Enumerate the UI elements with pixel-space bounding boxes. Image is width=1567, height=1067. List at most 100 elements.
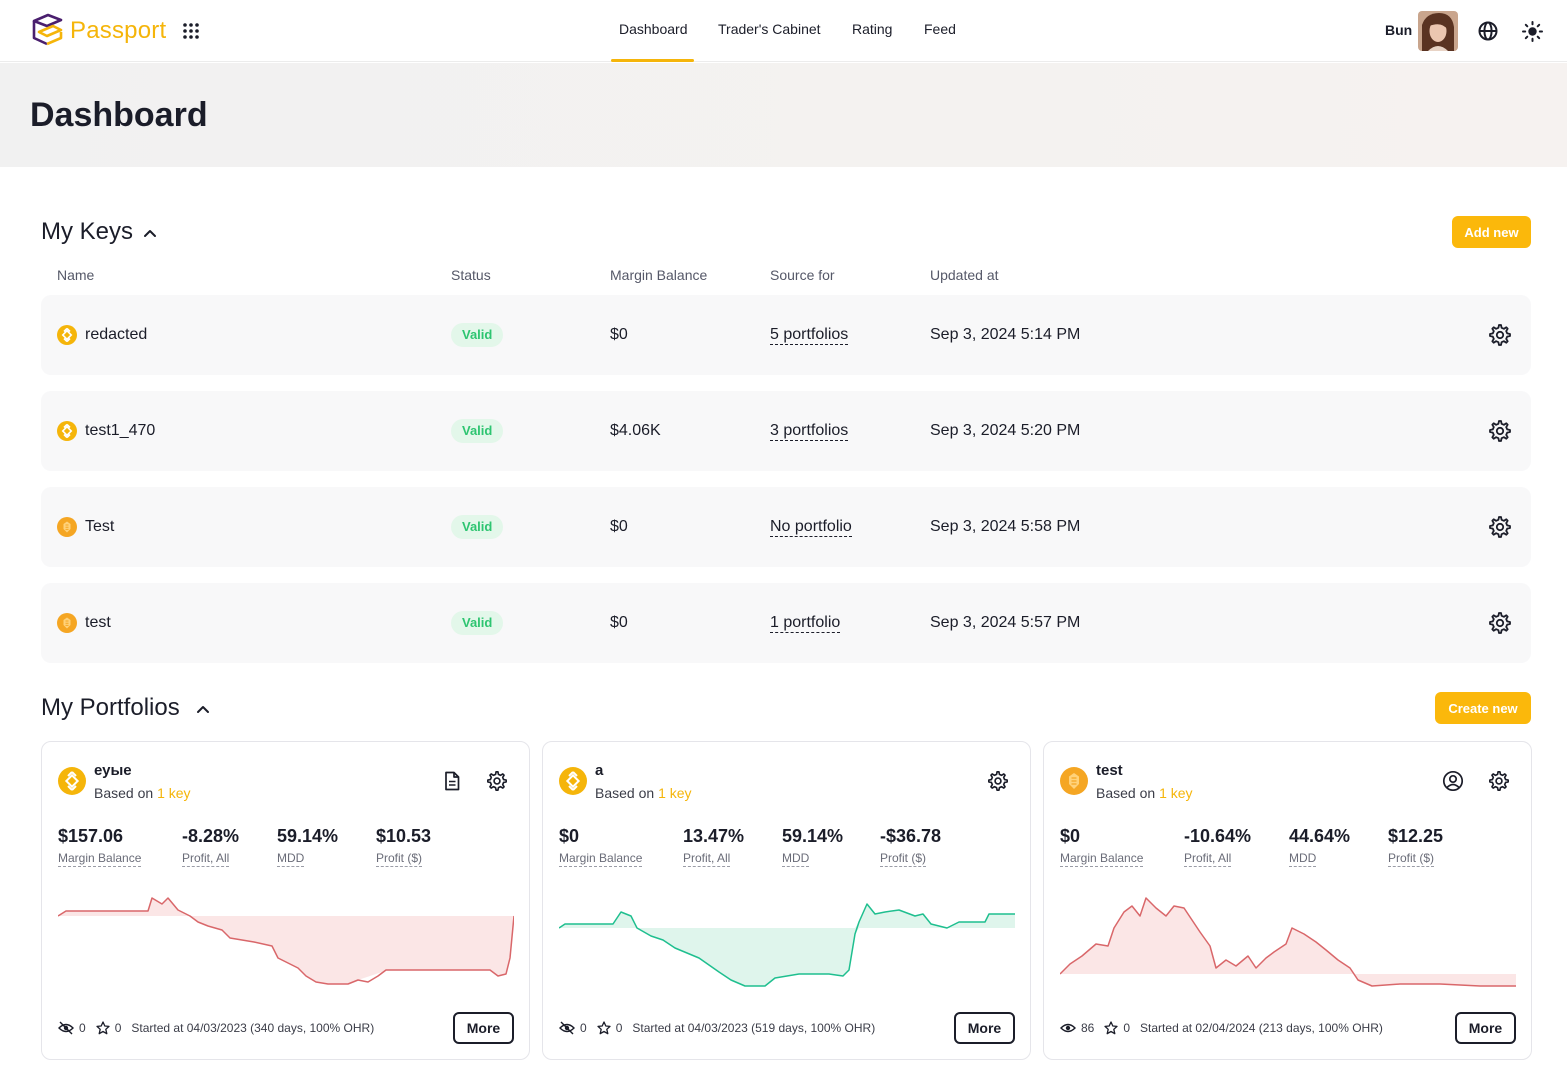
stat-margin-balance: $157.06 [58, 826, 124, 846]
based-on-key-link[interactable]: 1 key [658, 785, 692, 801]
gear-icon[interactable] [486, 770, 508, 792]
table-row[interactable]: Test Valid $0 No portfolio Sep 3, 2024 5… [41, 487, 1531, 567]
key-name: redacted [85, 326, 148, 343]
table-row[interactable]: test1_470 Valid $4.06K 3 portfolios Sep … [41, 391, 1531, 471]
gear-icon[interactable] [987, 770, 1009, 792]
based-on-prefix: Based on [595, 785, 655, 801]
key-name: test1_470 [85, 422, 156, 439]
nav-rating[interactable]: Rating [852, 21, 893, 37]
views-count: 0 [580, 1021, 587, 1035]
eye-off-icon [58, 1021, 74, 1035]
more-button[interactable]: More [453, 1012, 514, 1044]
my-portfolios-title[interactable]: My Portfolios [41, 694, 180, 721]
source-portfolios-link[interactable]: 3 portfolios [770, 422, 849, 441]
user-circle-icon[interactable] [1442, 770, 1464, 792]
portfolio-card[interactable]: test Based on 1 key $0 Margin Balance -1… [1043, 741, 1532, 1060]
portfolio-name: a [595, 762, 604, 779]
apps-grid-icon[interactable] [182, 22, 200, 40]
based-on-prefix: Based on [94, 785, 154, 801]
status-badge: Valid [451, 419, 504, 443]
bybit-icon [1060, 767, 1088, 795]
gear-icon[interactable] [1488, 323, 1512, 347]
key-name: test [85, 614, 111, 631]
source-portfolios-link[interactable]: 5 portfolios [770, 326, 849, 345]
eye-off-icon [559, 1021, 575, 1035]
based-on-key-link[interactable]: 1 key [157, 785, 191, 801]
key-name: Test [85, 518, 115, 535]
active-nav-indicator [611, 59, 694, 62]
updated-at: Sep 3, 2024 5:57 PM [930, 614, 1081, 631]
status-badge: Valid [451, 515, 504, 539]
source-portfolios-link[interactable]: No portfolio [770, 518, 852, 537]
stat-margin-balance: $0 [1060, 826, 1081, 846]
portfolio-card[interactable]: еуые Based on 1 key $157.06 Margin Balan… [41, 741, 530, 1060]
star-icon[interactable] [597, 1021, 611, 1035]
table-row[interactable]: test Valid $0 1 portfolio Sep 3, 2024 5:… [41, 583, 1531, 663]
stat-label: Profit ($) [376, 851, 423, 867]
avatar[interactable] [1418, 11, 1458, 51]
equity-sparkline [1060, 897, 1516, 987]
views-count: 0 [79, 1021, 86, 1035]
portfolio-name: еуые [94, 762, 132, 779]
source-portfolios-link[interactable]: 1 portfolio [770, 614, 841, 633]
stat-label: Margin Balance [1060, 851, 1144, 867]
page-title: Dashboard [30, 96, 208, 134]
stat-profit-usd: $10.53 [376, 826, 432, 846]
nav-feed[interactable]: Feed [924, 21, 956, 37]
more-button[interactable]: More [1455, 1012, 1516, 1044]
passport-logo-icon[interactable] [28, 12, 66, 50]
based-on-text: Based on 1 key [595, 785, 692, 801]
stat-profit-all: -10.64% [1184, 826, 1252, 846]
nav-dashboard[interactable]: Dashboard [619, 21, 688, 37]
more-button[interactable]: More [954, 1012, 1015, 1044]
brand-name[interactable]: Passport [70, 17, 167, 44]
stat-mdd: 59.14% [277, 826, 339, 846]
based-on-key-link[interactable]: 1 key [1159, 785, 1193, 801]
stat-profit-all: -8.28% [182, 826, 240, 846]
sun-icon[interactable] [1522, 21, 1543, 42]
stat-label: Profit, All [1184, 851, 1232, 867]
add-key-button[interactable]: Add new [1452, 216, 1531, 248]
gear-icon[interactable] [1488, 515, 1512, 539]
stat-profit-all: 13.47% [683, 826, 745, 846]
my-keys-title[interactable]: My Keys [41, 218, 134, 245]
card-footer: 0 0 Started at 04/03/2023 (519 days, 100… [559, 1020, 875, 1036]
create-portfolio-button[interactable]: Create new [1435, 692, 1531, 724]
chevron-up-icon[interactable] [143, 226, 157, 240]
based-on-text: Based on 1 key [94, 785, 191, 801]
stars-count: 0 [1123, 1021, 1131, 1035]
stat-label: Margin Balance [559, 851, 643, 867]
margin-balance: $0 [610, 326, 628, 343]
table-row[interactable]: redacted Valid $0 5 portfolios Sep 3, 20… [41, 295, 1531, 375]
gear-icon[interactable] [1488, 770, 1510, 792]
top-navigation-bar: Passport Dashboard Trader's Cabinet Rati… [0, 0, 1567, 62]
globe-icon[interactable] [1478, 21, 1498, 41]
user-name[interactable]: Bun [1385, 22, 1413, 38]
gear-icon[interactable] [1488, 611, 1512, 635]
updated-at: Sep 3, 2024 5:58 PM [930, 518, 1081, 535]
started-at-text: Started at 02/04/2024 (213 days, 100% OH… [1140, 1021, 1383, 1035]
stat-margin-balance: $0 [559, 826, 580, 846]
star-icon[interactable] [96, 1021, 110, 1035]
stat-label: Profit ($) [880, 851, 927, 867]
margin-balance: $0 [610, 614, 628, 631]
stat-profit-usd: -$36.78 [880, 826, 942, 846]
portfolio-card[interactable]: a Based on 1 key $0 Margin Balance 13.47… [542, 741, 1031, 1060]
margin-balance: $0 [610, 518, 628, 535]
stat-mdd: 44.64% [1289, 826, 1351, 846]
stat-label: Profit, All [683, 851, 731, 867]
card-footer: 86 0 Started at 02/04/2024 (213 days, 10… [1060, 1020, 1383, 1036]
started-at-text: Started at 04/03/2023 (340 days, 100% OH… [131, 1021, 375, 1035]
page-header: Dashboard [0, 63, 1567, 167]
equity-sparkline [58, 897, 514, 985]
binance-icon [57, 325, 77, 345]
nav-traders-cabinet[interactable]: Trader's Cabinet [718, 21, 821, 37]
chevron-up-icon[interactable] [196, 702, 210, 716]
status-badge: Valid [451, 611, 504, 635]
card-footer: 0 0 Started at 04/03/2023 (340 days, 100… [58, 1020, 374, 1036]
star-icon[interactable] [1104, 1021, 1119, 1035]
stat-label: MDD [782, 851, 810, 867]
stat-label: Margin Balance [58, 851, 142, 867]
document-icon[interactable] [441, 770, 463, 792]
gear-icon[interactable] [1488, 419, 1512, 443]
